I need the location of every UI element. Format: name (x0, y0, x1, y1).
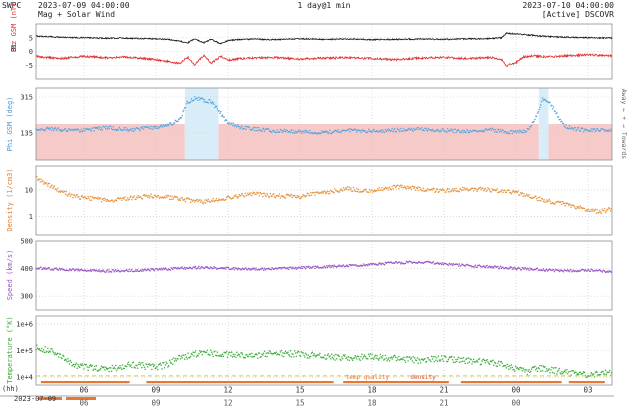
y-tick-label: 400 (20, 265, 33, 273)
y-tick-label: 10 (25, 186, 33, 194)
panel-speed: 500 400 300 (20, 238, 613, 311)
y-tick-label: 300 (20, 293, 33, 301)
towards-sector-band (36, 124, 612, 160)
quality-flag-bar (146, 381, 334, 384)
end-time: 2023-07-10 04:00:00 (522, 1, 614, 10)
panel-border (35, 87, 613, 161)
quality-flag-bar (460, 381, 562, 384)
x-tick-label: 06 (79, 386, 89, 395)
away-towards-label: Away ← + → Towards (620, 88, 628, 160)
x-tick-label: 18 (367, 386, 377, 395)
density-quality-label: density (410, 374, 436, 381)
data-source: [Active] DSCOVR (541, 10, 614, 19)
cadence-label: 1 day@1 min (297, 1, 351, 10)
away-sector-band (184, 88, 219, 160)
temperature-axis-label: Temperature (°K) (6, 316, 14, 384)
panel-density: 10 1 (25, 165, 613, 236)
bz-axis-label: Bz GSM (nT) (10, 2, 18, 49)
phi-axis-label: Phi GSM (deg) (6, 96, 14, 152)
panel-temperature: 1e+6 1e+5 1e+4 temp quality density (16, 315, 613, 386)
y-tick-label: -5 (25, 62, 33, 70)
y-tick-label: 1e+4 (16, 374, 33, 382)
next-plot-date: 2023-07-09 (14, 395, 57, 403)
panel-border (35, 165, 613, 236)
series-Temperature (35, 344, 613, 379)
y-tick-label: 5 (29, 34, 33, 42)
y-tick-label: 1e+6 (16, 320, 33, 328)
y-tick-label: 1e+5 (16, 347, 33, 355)
series-Density (35, 175, 613, 214)
panel-mag: 5 0 -5 (25, 23, 613, 80)
x-tick-label: 03 (583, 386, 592, 395)
x-tick-label: 12 (223, 386, 232, 395)
panel-border (35, 23, 613, 80)
series-Bz (35, 52, 613, 68)
y-tick-label: 1 (29, 213, 33, 221)
away-sector-band (538, 88, 549, 160)
next-x-tick-label: 15 (295, 399, 304, 407)
next-plot-quality-bar (66, 397, 96, 400)
next-x-tick-label: 09 (151, 399, 160, 407)
x-tick-label: 00 (511, 386, 521, 395)
next-x-tick-label: 00 (511, 399, 521, 407)
series-Speed (35, 260, 613, 274)
y-tick-label: 315 (20, 94, 33, 102)
y-tick-label: 135 (20, 130, 33, 138)
y-tick-label: 500 (20, 238, 33, 246)
quality-flag-bar (568, 381, 605, 384)
plot-subtitle: Mag + Solar Wind (38, 10, 116, 19)
panel-border (35, 240, 613, 311)
x-tick-label: 09 (151, 386, 160, 395)
density-axis-label: Density (1/cm3) (6, 168, 14, 232)
y-tick-label: 0 (29, 48, 33, 56)
hh-axis-label: (hh) (2, 385, 19, 393)
x-tick-label: 21 (439, 386, 448, 395)
temp-quality-label: temp quality (346, 374, 390, 381)
x-tick-label: 15 (295, 386, 304, 395)
speed-axis-label: Speed (km/s) (6, 249, 14, 301)
next-plot-quality-bar (38, 397, 62, 400)
series-Bt (36, 32, 613, 45)
series-Phi (35, 96, 613, 135)
panel-phi: 315 135 (20, 87, 613, 161)
next-x-tick-label: 21 (439, 399, 448, 407)
quality-flag-bar (343, 381, 449, 384)
agency-label: SWPC (2, 1, 22, 10)
next-x-tick-label: 18 (367, 399, 377, 407)
next-x-tick-label: 06 (79, 399, 89, 407)
panel-border (35, 315, 613, 386)
start-time: 2023-07-09 04:00:00 (38, 1, 130, 10)
next-x-tick-label: 12 (223, 399, 232, 407)
quality-flag-bar (40, 381, 130, 384)
